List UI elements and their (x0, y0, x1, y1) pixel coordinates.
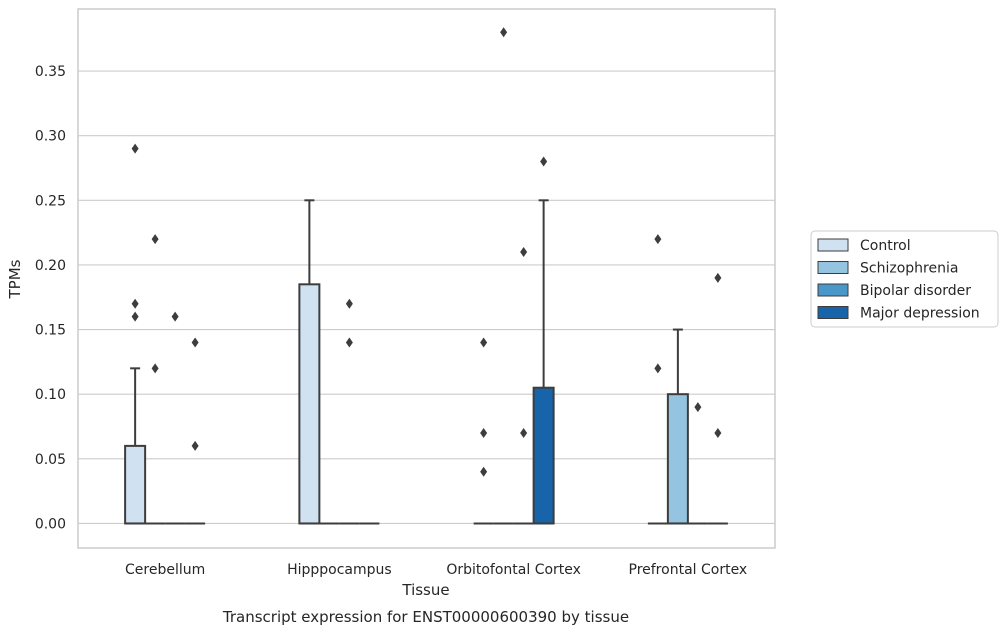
outlier-point (480, 466, 488, 477)
outlier-point (480, 427, 488, 438)
y-axis-title: TPMs (6, 259, 24, 299)
box-schizophrenia (145, 234, 166, 525)
y-axis-ticks: 0.00 0.05 0.10 0.15 0.20 0.25 0.30 0.35 (35, 64, 66, 532)
y-tick-label: 0.15 (35, 323, 66, 339)
outlier-point (520, 247, 528, 258)
outlier-point (714, 272, 722, 283)
legend-frame (810, 230, 999, 328)
outlier-point (480, 337, 488, 348)
box-bipolar-disorder (165, 311, 186, 525)
box-control (298, 199, 321, 525)
box-control (647, 234, 668, 525)
outlier-point (540, 156, 548, 167)
box-series (124, 27, 728, 525)
outlier-point (131, 143, 139, 154)
box-bipolar-disorder (339, 298, 360, 525)
outlier-point (131, 298, 139, 309)
legend-swatch (817, 238, 849, 252)
y-tick-label: 0.20 (35, 258, 66, 274)
box-schizophrenia (666, 328, 689, 525)
box-control (473, 337, 494, 525)
x-axis-title: Tissue (401, 581, 449, 599)
outlier-point (654, 234, 662, 245)
legend-label: Control (860, 238, 911, 254)
y-tick-label: 0.00 (35, 516, 66, 532)
plot-background (78, 9, 775, 548)
outlier-point (345, 298, 353, 309)
legend: Control Schizophrenia Bipolar disorder Majo… (810, 230, 999, 328)
outlier-point (520, 427, 528, 438)
plot-frame (77, 8, 776, 549)
outlier-point (654, 363, 662, 374)
box-body (666, 393, 689, 525)
box-bipolar-disorder (687, 402, 708, 525)
outlier-point (714, 427, 722, 438)
box-bipolar-disorder (513, 247, 534, 525)
y-tick-label: 0.10 (35, 387, 66, 403)
x-tick-label: Hipppocampus (287, 562, 392, 578)
chart-caption: Transcript expression for ENST0000060039… (222, 608, 629, 626)
box-control (124, 143, 147, 525)
outlier-point (151, 234, 159, 245)
legend-swatch (817, 306, 849, 319)
outlier-point (345, 337, 353, 348)
legend-swatch (817, 261, 849, 274)
x-axis-ticks: Cerebellum Hipppocampus Orbitofontal Corte… (125, 562, 747, 578)
box-major-depression (185, 337, 206, 525)
y-tick-label: 0.05 (35, 452, 66, 468)
y-tick-label: 0.25 (35, 193, 66, 209)
box-major-depression (707, 272, 728, 525)
outlier-point (151, 363, 159, 374)
outlier-point (171, 311, 179, 322)
box-body (124, 444, 147, 525)
legend-swatch (817, 283, 849, 297)
box-body (532, 386, 555, 525)
x-tick-label: Cerebellum (125, 562, 205, 578)
box-body (298, 283, 321, 525)
outlier-point (191, 337, 199, 348)
box-major-depression (532, 156, 555, 525)
outlier-point (500, 27, 508, 38)
outlier-point (694, 402, 702, 413)
x-tick-label: Orbitofontal Cortex (446, 562, 581, 578)
y-tick-label: 0.35 (35, 64, 66, 80)
box-schizophrenia (493, 27, 514, 525)
legend-label: Major depression (860, 306, 980, 322)
x-tick-label: Prefrontal Cortex (629, 562, 748, 578)
legend-label: Bipolar disorder (860, 283, 971, 299)
outlier-point (191, 440, 199, 451)
outlier-point (131, 311, 139, 322)
legend-label: Schizophrenia (860, 261, 958, 277)
y-tick-label: 0.30 (35, 129, 66, 145)
